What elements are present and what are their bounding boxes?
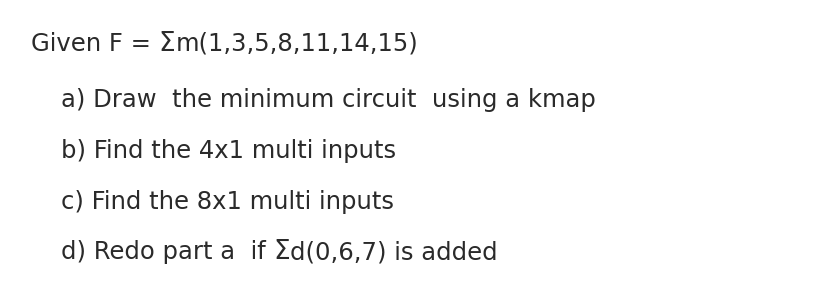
Text: Σ: Σ bbox=[274, 239, 290, 265]
Text: d) Redo part a  if: d) Redo part a if bbox=[61, 241, 274, 265]
Text: Σ: Σ bbox=[158, 31, 176, 57]
Text: d(0,6,7) is added: d(0,6,7) is added bbox=[290, 241, 498, 265]
Text: a) Draw  the minimum circuit  using a kmap: a) Draw the minimum circuit using a kmap bbox=[61, 88, 596, 112]
Text: c) Find the 8x1 multi inputs: c) Find the 8x1 multi inputs bbox=[61, 190, 395, 214]
Text: Given F =: Given F = bbox=[31, 32, 158, 56]
Text: m(1,3,5,8,11,14,15): m(1,3,5,8,11,14,15) bbox=[176, 32, 418, 56]
Text: b) Find the 4x1 multi inputs: b) Find the 4x1 multi inputs bbox=[61, 139, 396, 163]
